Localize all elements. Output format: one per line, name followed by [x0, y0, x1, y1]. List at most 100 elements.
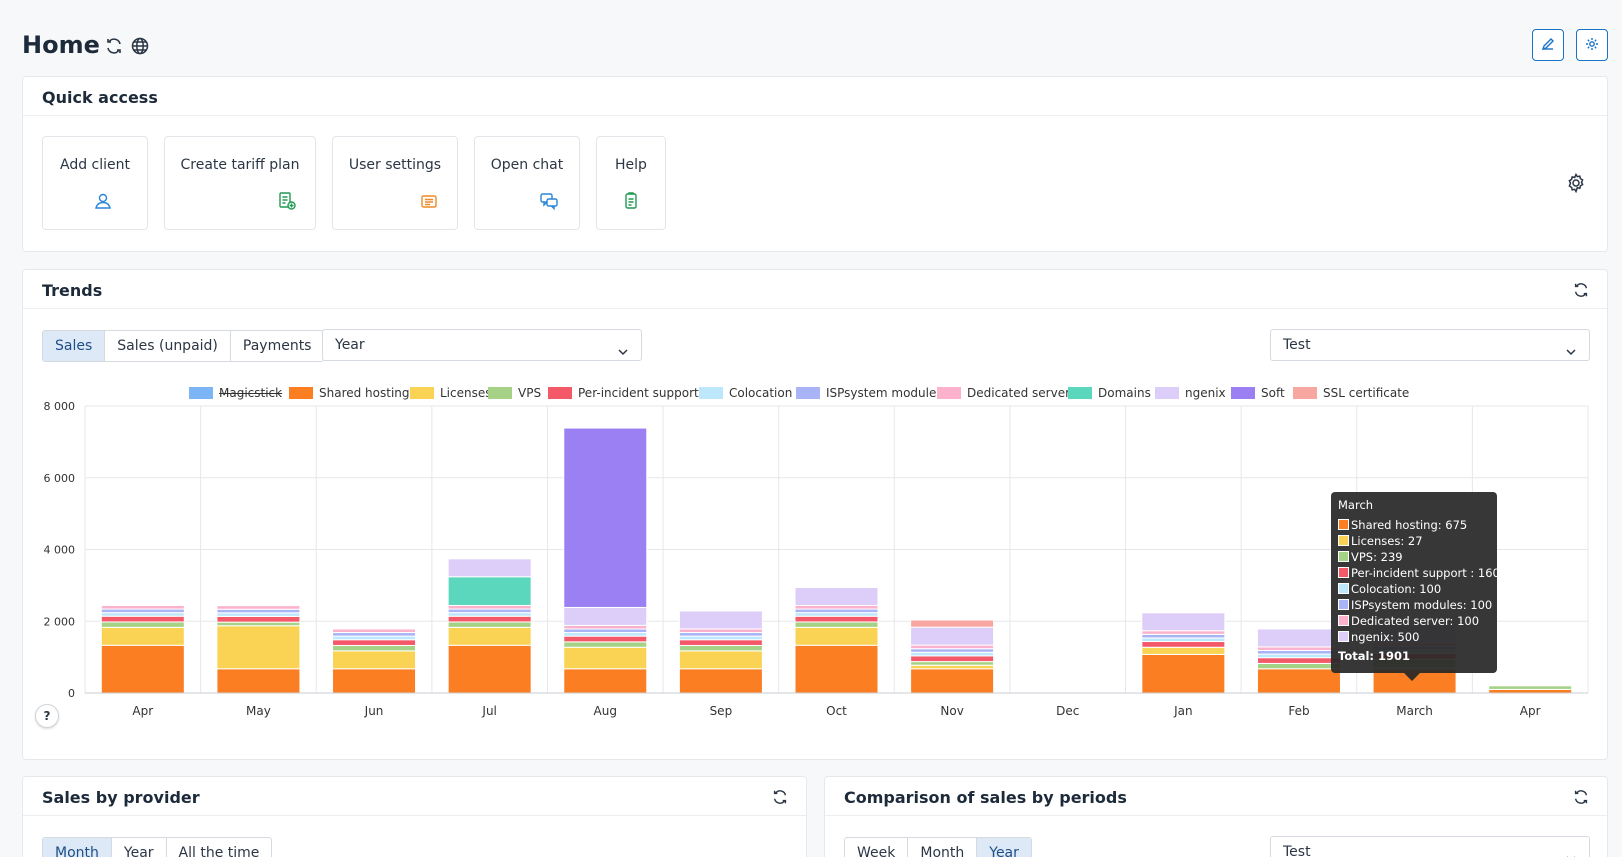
comparison-refresh-icon[interactable]	[1572, 788, 1590, 806]
bar-segment	[794, 621, 879, 628]
legend-item[interactable]: Per-incident support	[548, 386, 699, 400]
x-tick-label: Jan	[1173, 704, 1193, 718]
page-header: Home	[22, 28, 1608, 64]
x-tick-label: Dec	[1056, 704, 1079, 718]
tab-all-the-time[interactable]: All the time	[178, 845, 260, 857]
tooltip-title: March	[1338, 498, 1374, 512]
bar-segment	[332, 635, 417, 641]
bar-segment	[332, 668, 417, 694]
legend-label: Shared hosting	[319, 386, 410, 400]
bar-segment	[332, 628, 417, 634]
sales-by-provider-tabs: Month Year All the time	[42, 837, 273, 857]
legend-label: Dedicated server	[967, 386, 1071, 400]
legend-item[interactable]: SSL certificate	[1293, 386, 1409, 400]
bar-segment	[678, 632, 763, 637]
bar-segment	[447, 576, 532, 606]
legend-item[interactable]: Magicstick	[189, 386, 282, 400]
bar-segment	[216, 605, 301, 610]
sales-by-provider-refresh-icon[interactable]	[771, 788, 789, 806]
tab-month[interactable]: Month	[908, 838, 978, 857]
legend-item[interactable]: Dedicated server	[937, 386, 1070, 400]
x-tick-label: Jun	[364, 704, 384, 718]
bar-segment	[794, 604, 879, 610]
legend-label: Licenses	[440, 386, 492, 400]
legend-swatch	[548, 387, 572, 399]
legend-item[interactable]: Colocation	[699, 386, 792, 400]
tooltip-row-label: Dedicated server: 100	[1351, 614, 1480, 628]
user-settings-tile[interactable]: User settings	[332, 136, 458, 230]
quick-access-title: Quick access	[42, 88, 158, 107]
bar-segment	[1256, 668, 1341, 694]
bar-segment	[447, 558, 532, 578]
bar-segment	[910, 651, 995, 657]
tooltip-row: VPS: 239	[1338, 550, 1490, 566]
bar-segment	[910, 661, 995, 666]
bar-segment	[1141, 637, 1226, 643]
period-select[interactable]: Year	[322, 329, 642, 361]
create-tariff-plan-tile[interactable]: Create tariff plan	[164, 136, 316, 230]
tab-year[interactable]: Year	[112, 838, 167, 857]
edit-button[interactable]	[1532, 29, 1564, 61]
comparison-provider-select[interactable]: Test	[1270, 836, 1590, 857]
trends-refresh-icon[interactable]	[1572, 281, 1590, 299]
tab-year[interactable]: Year	[977, 838, 1031, 857]
y-tick-label: 6 000	[44, 472, 76, 485]
bar-segment	[910, 626, 995, 646]
tab-sales-unpaid[interactable]: Sales (unpaid)	[105, 331, 231, 361]
bar-segment	[678, 639, 763, 646]
globe-icon[interactable]	[130, 36, 150, 56]
legend-item[interactable]: Domains	[1068, 386, 1151, 400]
tooltip-swatch	[1338, 615, 1349, 626]
refresh-icon[interactable]	[104, 36, 124, 56]
add-client-tile[interactable]: Add client	[42, 136, 148, 230]
user-settings-icon	[419, 191, 439, 211]
help-tile[interactable]: Help	[596, 136, 666, 230]
tab-week[interactable]: Week	[845, 838, 909, 857]
legend-label: ngenix	[1185, 386, 1226, 400]
settings-button[interactable]	[1576, 29, 1608, 61]
tab-month[interactable]: Month	[43, 838, 112, 857]
legend-item[interactable]: Soft	[1231, 386, 1285, 400]
provider-select-value: Test	[1283, 337, 1311, 353]
period-select-value: Year	[335, 337, 365, 353]
bar-segment	[1141, 653, 1226, 694]
provider-select[interactable]: Test	[1270, 329, 1590, 361]
tooltip-swatch	[1338, 551, 1349, 562]
bar-segment	[216, 608, 301, 614]
bar-segment	[678, 610, 763, 630]
legend-item[interactable]: VPS	[488, 386, 541, 400]
quick-access-settings-icon[interactable]	[1566, 172, 1586, 194]
bar-segment	[910, 655, 995, 663]
bar-segment	[100, 626, 185, 646]
trends-tabs: Sales Sales (unpaid) Payments	[42, 330, 325, 362]
bar-segment	[332, 632, 417, 637]
bar-segment	[1256, 628, 1341, 648]
tab-sales[interactable]: Sales	[43, 331, 106, 361]
chart-tooltip: March Shared hosting: 675 Licenses: 27 VPS…	[1331, 492, 1500, 681]
page-title: Home	[22, 31, 100, 59]
tooltip-row: Licenses: 27	[1338, 534, 1490, 550]
help-doc-icon	[621, 191, 641, 211]
x-tick-label: Oct	[826, 704, 847, 718]
tariff-add-icon	[277, 191, 297, 211]
bar-segment	[563, 632, 648, 637]
comparison-card: Comparison of sales by periods Week Mont…	[824, 776, 1608, 857]
chevron-down-icon	[1565, 339, 1577, 356]
y-tick-label: 4 000	[44, 544, 76, 557]
bar-segment	[1256, 662, 1341, 670]
chart-help-button[interactable]: ?	[35, 704, 59, 728]
tooltip-row: Shared hosting: 675	[1338, 518, 1490, 534]
legend-label: SSL certificate	[1323, 386, 1410, 400]
bar-segment	[447, 615, 532, 623]
legend-item[interactable]: ISPsystem modules	[796, 386, 943, 400]
bar-segment	[1488, 685, 1573, 690]
tooltip-swatch	[1338, 519, 1349, 530]
legend-swatch	[488, 387, 512, 399]
legend-item[interactable]: Shared hosting	[289, 386, 410, 400]
open-chat-tile[interactable]: Open chat	[474, 136, 580, 230]
tab-payments[interactable]: Payments	[242, 338, 312, 354]
legend-item[interactable]: Licenses	[410, 386, 492, 400]
bar-segment	[563, 641, 648, 648]
legend-item[interactable]: ngenix	[1155, 386, 1226, 400]
tile-label: Open chat	[490, 157, 564, 173]
